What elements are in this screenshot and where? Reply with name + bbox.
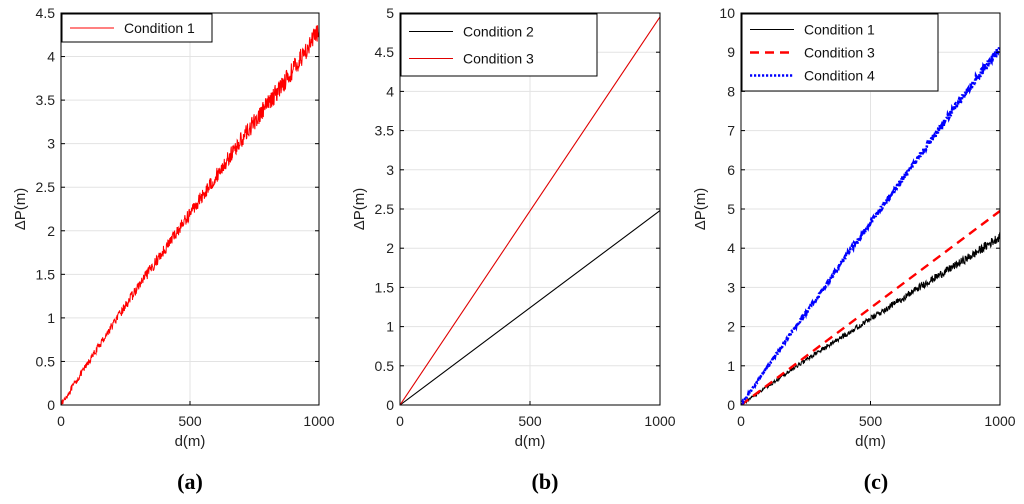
legend-box (400, 13, 598, 77)
x-tick-label: 500 (518, 413, 542, 429)
legend-label: Condition 4 (804, 68, 875, 84)
y-tick-label: 2 (47, 223, 55, 239)
y-tick-label: 0 (386, 397, 394, 413)
series-line (400, 16, 660, 405)
x-tick-label: 1000 (644, 413, 675, 429)
y-tick-label: 5 (386, 5, 394, 21)
y-tick-label: 9 (727, 44, 735, 60)
chart-panel-3: 0 500 1000 0 1 2 3 4 5 6 7 8 9 10 d(m) ΔP(m) Condition 1… (692, 5, 1016, 494)
y-axis-label: ΔP(m) (351, 188, 368, 231)
y-tick-label: 4.5 (375, 44, 395, 60)
panel-label: (a) (177, 469, 203, 494)
y-tick-label: 4.5 (36, 5, 56, 21)
panel-label: (c) (864, 469, 888, 494)
y-axis-label: ΔP(m) (12, 188, 29, 231)
y-axis-label: ΔP(m) (692, 188, 709, 231)
y-tick-label: 0.5 (36, 353, 56, 369)
y-tick-label: 4 (47, 49, 55, 65)
y-tick-label: 3.5 (375, 123, 395, 139)
y-tick-label: 4 (386, 83, 394, 99)
y-tick-label: 2 (386, 240, 394, 256)
x-tick-label: 1000 (984, 413, 1015, 429)
y-tick-label: 2 (727, 319, 735, 335)
y-tick-label: 4 (727, 240, 735, 256)
x-tick-label: 500 (859, 413, 883, 429)
y-tick-label: 0 (727, 397, 735, 413)
y-tick-label: 1 (47, 310, 55, 326)
y-tick-label: 8 (727, 83, 735, 99)
y-tick-label: 1.5 (36, 266, 56, 282)
y-tick-label: 3 (386, 162, 394, 178)
panel-label: (b) (532, 469, 559, 494)
y-tick-label: 3.5 (36, 92, 56, 108)
x-axis-label: d(m) (855, 433, 886, 450)
chart-panel-2: 0 500 1000 0 0.5 1 1.5 2 2.5 3 3.5 4 4.5 5 d(m) ΔP(m) Co… (351, 5, 676, 494)
series-line (741, 209, 1000, 405)
x-axis-label: d(m) (175, 433, 206, 450)
y-tick-label: 1 (386, 319, 394, 335)
x-tick-label: 500 (178, 413, 202, 429)
y-tick-label: 3 (727, 279, 735, 295)
x-tick-label: 0 (396, 413, 404, 429)
legend-box (741, 13, 939, 92)
y-tick-label: 0.5 (375, 358, 395, 374)
x-tick-label: 1000 (303, 413, 334, 429)
y-tick-label: 0 (47, 397, 55, 413)
series-line (400, 210, 660, 405)
legend-label: Condition 1 (804, 22, 875, 38)
series-line (741, 44, 1000, 405)
y-tick-label: 7 (727, 123, 735, 139)
legend-label: Condition 3 (804, 45, 875, 61)
y-tick-label: 2.5 (36, 179, 56, 195)
y-tick-label: 10 (719, 5, 735, 21)
y-tick-label: 1 (727, 358, 735, 374)
x-tick-label: 0 (57, 413, 65, 429)
y-tick-label: 2.5 (375, 201, 395, 217)
y-tick-label: 6 (727, 162, 735, 178)
legend-label: Condition 2 (463, 24, 534, 40)
series-line (61, 25, 319, 405)
y-tick-label: 5 (727, 201, 735, 217)
chart-panel-1: 0 500 1000 0 0.5 1 1.5 2 2.5 3 3.5 4 4.5 d(m) ΔP(m) Con… (12, 5, 335, 494)
y-tick-label: 3 (47, 136, 55, 152)
x-tick-label: 0 (737, 413, 745, 429)
y-tick-label: 1.5 (375, 279, 395, 295)
series-line (741, 232, 1000, 405)
legend-label: Condition 1 (124, 20, 195, 36)
legend-label: Condition 3 (463, 51, 534, 67)
x-axis-label: d(m) (515, 433, 546, 450)
